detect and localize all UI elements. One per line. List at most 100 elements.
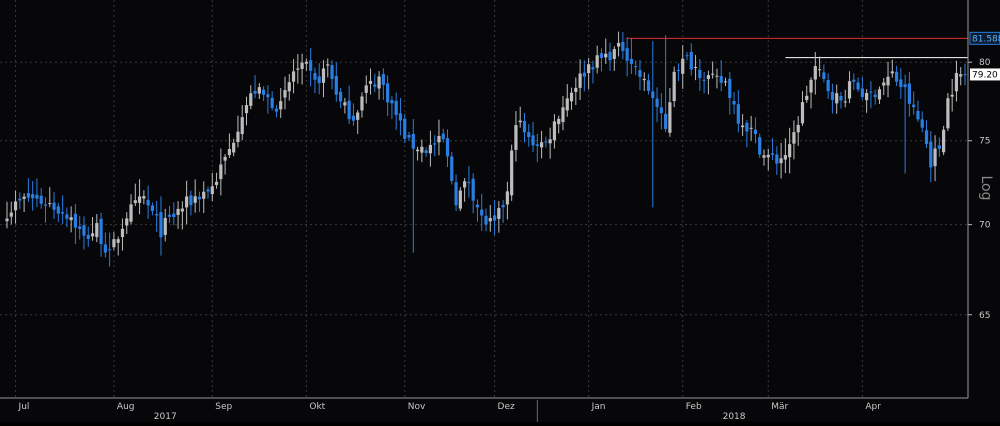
candle-body	[629, 58, 634, 64]
candle-body	[202, 191, 206, 199]
candle-body	[865, 93, 869, 101]
candle-body	[253, 90, 257, 94]
y-tick-label: 65	[979, 311, 990, 321]
x-tick-label: Dez	[498, 402, 515, 412]
candle-body	[736, 104, 740, 124]
candle-body	[800, 102, 805, 124]
candle	[445, 129, 450, 167]
candle-body	[518, 120, 522, 123]
candle-body	[505, 191, 509, 205]
candle-body	[471, 178, 475, 201]
candle	[959, 67, 963, 86]
candle-body	[155, 214, 159, 216]
candle	[788, 127, 792, 174]
candle-body	[390, 100, 394, 104]
candle-body	[189, 195, 193, 206]
candle-body	[689, 51, 693, 70]
candle	[214, 172, 219, 189]
candle	[390, 96, 394, 119]
candle-body	[817, 69, 822, 71]
candle	[847, 71, 852, 104]
candle-body	[356, 112, 360, 120]
candle	[343, 98, 347, 114]
candle-body	[698, 69, 702, 79]
candle-body	[963, 74, 967, 76]
candle-body	[150, 205, 155, 211]
candle-body	[792, 132, 796, 144]
candle-body	[929, 141, 933, 168]
candle-body	[847, 81, 852, 99]
candle	[232, 138, 236, 157]
candle	[869, 81, 873, 109]
candle-body	[783, 155, 787, 160]
candle-body	[907, 83, 912, 104]
candle	[249, 85, 253, 110]
candle-body	[415, 149, 420, 152]
candle	[706, 70, 710, 95]
candle	[539, 131, 544, 159]
candle	[129, 194, 133, 225]
candle-body	[343, 102, 347, 106]
candle	[518, 106, 522, 128]
candle-body	[642, 78, 646, 81]
candle	[116, 236, 120, 256]
candle-body	[775, 154, 779, 164]
candle	[655, 87, 659, 123]
candle	[728, 71, 732, 115]
candle	[595, 45, 599, 74]
candle-body	[52, 202, 56, 210]
candle	[13, 190, 18, 224]
candle-body	[510, 150, 514, 196]
candle-body	[78, 226, 82, 229]
candle-body	[428, 144, 433, 154]
candle-body	[159, 212, 163, 238]
candle	[475, 199, 480, 222]
x-tick-label: Feb	[686, 402, 702, 412]
x-tick-label: Jul	[18, 402, 30, 412]
candle-body	[227, 149, 231, 156]
candle-body	[873, 94, 877, 98]
candle	[146, 185, 150, 219]
candle-body	[180, 208, 184, 212]
candle	[711, 61, 715, 79]
candle-body	[843, 101, 847, 103]
candle-body	[86, 234, 90, 239]
candle-body	[732, 100, 736, 105]
candle-body	[454, 182, 458, 206]
candle-body	[924, 130, 929, 144]
candle	[142, 190, 146, 205]
candle-body	[108, 249, 112, 251]
candle	[454, 174, 458, 211]
candle	[616, 31, 621, 57]
candle	[202, 181, 206, 214]
candle	[364, 75, 368, 104]
candle	[5, 201, 9, 229]
candle	[112, 232, 116, 251]
candle-body	[728, 78, 732, 99]
candle	[411, 119, 415, 253]
candle	[450, 152, 454, 185]
last-price-label: 79.20	[972, 70, 998, 80]
candle	[514, 111, 518, 162]
candle-body	[69, 217, 73, 221]
candle-body	[942, 129, 946, 153]
candle	[574, 77, 578, 105]
candle	[535, 133, 539, 163]
candle-body	[587, 64, 591, 74]
candle-body	[103, 244, 107, 253]
candle	[172, 202, 176, 226]
candle-body	[360, 96, 364, 111]
candle	[664, 35, 668, 133]
candle-body	[142, 196, 146, 199]
candle	[843, 89, 847, 108]
candle-body	[599, 53, 604, 58]
candle-body	[291, 71, 296, 82]
candle	[274, 104, 279, 118]
candle	[356, 109, 360, 134]
x-tick-label: Okt	[309, 402, 325, 412]
candle	[236, 115, 240, 148]
candle-body	[279, 101, 283, 110]
candle-body	[676, 69, 681, 71]
